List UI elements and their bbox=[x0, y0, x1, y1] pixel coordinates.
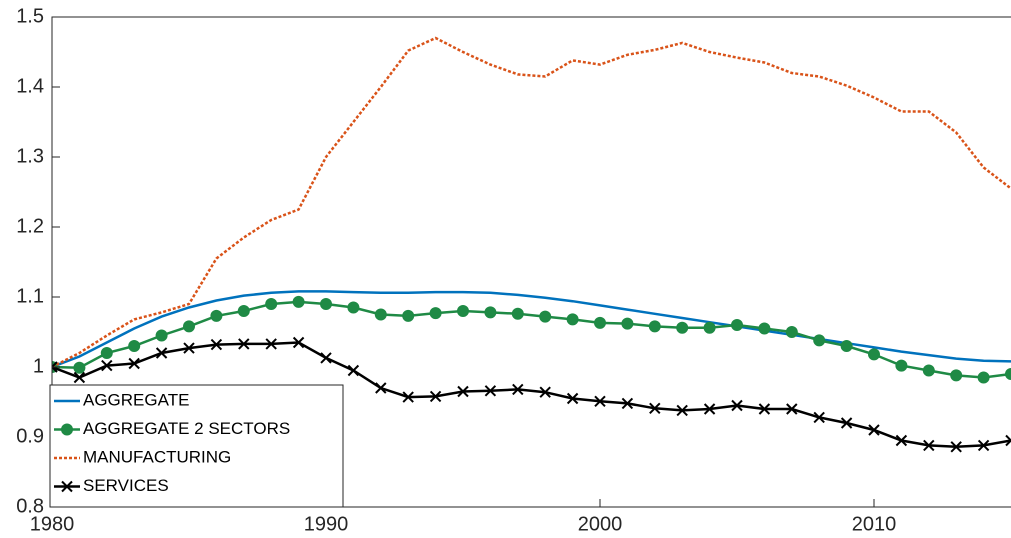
x-tick-label: 1990 bbox=[304, 513, 349, 535]
marker bbox=[183, 342, 195, 354]
marker bbox=[73, 361, 86, 374]
marker bbox=[786, 403, 798, 415]
series-line bbox=[52, 36, 1011, 369]
marker bbox=[183, 320, 195, 333]
legend-label: AGGREGATE bbox=[83, 390, 189, 409]
series-line bbox=[52, 300, 1011, 379]
marker bbox=[703, 321, 716, 334]
plot-frame bbox=[51, 16, 1011, 508]
marker bbox=[621, 397, 634, 410]
marker bbox=[128, 357, 140, 370]
marker bbox=[511, 307, 524, 320]
marker bbox=[895, 359, 908, 372]
legend-label: MANUFACTURING bbox=[83, 447, 231, 466]
marker bbox=[320, 352, 332, 364]
series-line bbox=[52, 290, 1011, 369]
marker bbox=[676, 321, 689, 334]
marker bbox=[155, 329, 168, 342]
marker bbox=[402, 309, 415, 322]
marker bbox=[347, 364, 360, 377]
marker bbox=[703, 403, 716, 415]
marker bbox=[1005, 434, 1011, 447]
marker bbox=[347, 301, 360, 314]
marker bbox=[375, 382, 387, 394]
marker bbox=[73, 371, 86, 384]
marker bbox=[1005, 368, 1011, 380]
marker bbox=[237, 305, 250, 317]
marker bbox=[61, 423, 73, 436]
marker bbox=[649, 402, 661, 415]
y-tick-label: 0.8 bbox=[16, 495, 44, 517]
marker bbox=[731, 319, 743, 331]
marker bbox=[100, 347, 113, 359]
y-tick-label: 1.2 bbox=[16, 215, 44, 237]
marker bbox=[265, 338, 277, 350]
marker bbox=[429, 307, 442, 320]
marker bbox=[402, 391, 414, 403]
marker bbox=[758, 403, 771, 415]
marker bbox=[868, 348, 880, 361]
marker bbox=[457, 305, 469, 317]
marker bbox=[539, 310, 552, 323]
marker bbox=[101, 359, 113, 372]
y-tick-label: 1 bbox=[33, 355, 44, 377]
marker bbox=[977, 439, 990, 452]
series-line bbox=[52, 341, 1011, 449]
marker bbox=[923, 439, 935, 452]
marker bbox=[676, 404, 688, 417]
marker bbox=[512, 383, 524, 396]
marker bbox=[429, 390, 442, 403]
marker bbox=[128, 340, 141, 352]
marker bbox=[950, 441, 962, 453]
marker bbox=[484, 385, 497, 397]
y-tick-label: 1.4 bbox=[16, 75, 44, 97]
marker bbox=[210, 338, 223, 351]
marker bbox=[566, 313, 579, 326]
marker bbox=[292, 336, 305, 349]
marker bbox=[840, 340, 853, 352]
marker bbox=[594, 316, 606, 329]
marker bbox=[977, 371, 990, 384]
x-tick-label: 2010 bbox=[852, 513, 897, 535]
marker bbox=[539, 386, 551, 398]
marker bbox=[566, 392, 579, 405]
marker bbox=[785, 326, 798, 338]
marker bbox=[61, 480, 73, 493]
marker bbox=[868, 424, 880, 436]
y-tick-label: 1.1 bbox=[16, 285, 44, 307]
marker bbox=[895, 434, 908, 447]
legend-box bbox=[49, 384, 344, 508]
marker bbox=[484, 306, 497, 319]
marker bbox=[457, 385, 469, 398]
y-tick-label: 0.9 bbox=[16, 425, 44, 447]
marker bbox=[621, 317, 634, 330]
marker bbox=[52, 361, 58, 373]
marker bbox=[758, 322, 771, 335]
marker bbox=[594, 395, 606, 408]
marker bbox=[731, 399, 743, 412]
marker bbox=[320, 298, 332, 310]
marker bbox=[238, 338, 250, 350]
marker bbox=[265, 298, 278, 310]
marker bbox=[922, 364, 935, 377]
marker bbox=[648, 320, 661, 333]
marker bbox=[813, 411, 825, 424]
marker bbox=[292, 295, 305, 308]
marker bbox=[813, 334, 826, 347]
marker bbox=[210, 309, 223, 322]
legend-label: SERVICES bbox=[83, 476, 169, 495]
x-tick-label: 1980 bbox=[30, 513, 75, 535]
y-tick-label: 1.5 bbox=[16, 5, 44, 27]
marker bbox=[374, 308, 387, 321]
marker bbox=[840, 417, 853, 429]
y-tick-label: 1.3 bbox=[16, 145, 44, 167]
x-tick-label: 2000 bbox=[578, 513, 623, 535]
legend-label: AGGREGATE 2 SECTORS bbox=[83, 419, 290, 438]
marker bbox=[155, 347, 168, 359]
marker bbox=[950, 369, 963, 382]
